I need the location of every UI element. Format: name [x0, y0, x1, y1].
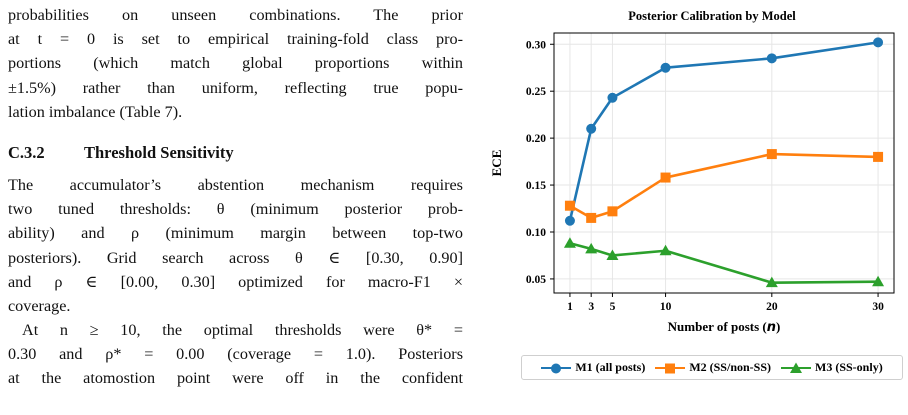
chart-title: Posterior Calibration by Model [628, 9, 796, 23]
legend-symbol [665, 363, 676, 373]
paragraph-line: and ρ ∈ [0.00, 0.30] optimized for macro… [8, 273, 463, 291]
y-tick-label: 0.20 [526, 133, 546, 145]
axis-ticks: 1 3 5 10 20 30 0.05 0.10 0.15 0.20 0.25 0.30 [526, 39, 884, 313]
legend-item-m2: M2 (SS/non-SS) [655, 360, 771, 375]
paragraph-line: 0.30 and ρ* = 0.00 (coverage = 1.0). Pos… [8, 345, 463, 363]
y-tick-label: 0.15 [526, 180, 546, 192]
y-tick-label: 0.25 [526, 86, 546, 98]
legend-item-m3: M3 (SS-only) [781, 360, 883, 375]
paragraph-line: At n ≥ 10, the optimal thresholds were θ… [22, 321, 463, 339]
x-tick-label: 20 [766, 301, 778, 313]
legend-label: M1 (all posts) [575, 360, 646, 374]
data-point [585, 242, 598, 254]
data-point [765, 276, 778, 288]
series-line [568, 41, 879, 222]
legend-label: M2 (SS/non-SS) [689, 360, 772, 374]
legend-item-m1: M1 (all posts) [541, 360, 645, 375]
x-tick-label: 3 [588, 301, 594, 313]
section-title: Threshold Sensitivity [84, 143, 234, 162]
paragraph-line: probabilities on unseen combinations. Th… [8, 6, 463, 24]
data-point [607, 206, 618, 217]
paragraph-line: lation imbalance (Table 7). [8, 103, 183, 121]
legend-symbol [551, 363, 562, 373]
series-line [569, 241, 879, 284]
plot-frame [553, 32, 895, 294]
data-point [564, 215, 575, 226]
y-axis-label: ECE [489, 150, 504, 177]
data-point [659, 244, 672, 256]
data-point [872, 275, 885, 287]
series-layer [563, 37, 885, 288]
x-tick-label: 1 [567, 301, 573, 313]
data-point [873, 37, 884, 48]
paragraph-line: portions (which match global proportions… [8, 54, 463, 72]
section-number: C.3.2 [8, 143, 45, 162]
paragraph-line: ability) and ρ (minimum margin between t… [8, 224, 463, 242]
data-point [564, 200, 575, 211]
section-heading: C.3.2 Threshold Sensitivity [8, 143, 463, 163]
x-axis-label: Number of posts (n) [668, 319, 781, 335]
paragraph-line: coverage. [8, 297, 71, 315]
data-point [586, 123, 597, 134]
data-point [551, 363, 562, 373]
data-point [660, 62, 671, 73]
paragraph-line: at the atomostion point were off in the … [8, 369, 463, 387]
data-point [766, 149, 777, 160]
x-tick-label: 30 [872, 301, 884, 313]
y-tick-label: 0.10 [526, 227, 546, 239]
paragraph-line: posteriors). Grid search across θ ∈ [0.3… [8, 249, 463, 267]
chart-legend: M1 (all posts) M2 (SS/non-SS) M3 (SS-onl… [521, 355, 903, 380]
y-tick-label: 0.05 [526, 274, 546, 286]
y-tick-label: 0.30 [526, 39, 546, 51]
legend-marker [541, 362, 572, 374]
legend-symbol [790, 362, 803, 373]
data-point [606, 249, 619, 260]
series-3 [563, 237, 885, 288]
series-2 [564, 149, 884, 223]
data-point [790, 362, 803, 373]
legend-marker [781, 362, 812, 374]
data-point [660, 172, 671, 183]
data-point [873, 151, 884, 162]
legend-marker [655, 362, 686, 374]
data-point [665, 363, 676, 373]
x-tick-label: 5 [610, 301, 616, 313]
data-point [607, 92, 618, 103]
data-point [586, 212, 597, 223]
data-point [563, 237, 576, 248]
paragraph-line: ±1.5%) rather than uniform, reflecting t… [8, 79, 463, 97]
paragraph-line: The accumulator’s abstention mechanism r… [8, 176, 463, 194]
data-point [766, 53, 777, 64]
series-1 [564, 37, 884, 226]
paragraph-line: at t = 0 is set to empirical training-fo… [8, 30, 463, 48]
text-column: probabilities on unseen combinations. Th… [8, 6, 463, 387]
legend-label: M3 (SS-only) [815, 360, 883, 374]
x-tick-label: 10 [660, 301, 672, 313]
paragraph-line: two tuned thresholds: θ (minimum posteri… [8, 200, 463, 218]
